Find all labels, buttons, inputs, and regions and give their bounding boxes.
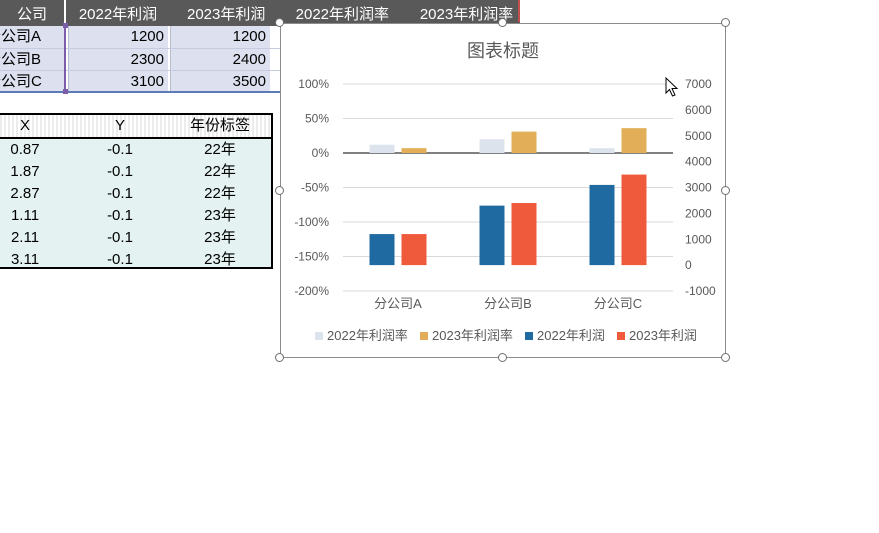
chart-title: 图表标题 — [467, 41, 539, 61]
y-cell[interactable]: -0.1 — [107, 229, 133, 246]
y-right-tick-label: 1000 — [685, 232, 712, 246]
y-cell[interactable]: -0.1 — [107, 185, 133, 202]
header-cell-2022-margin[interactable]: 2022年利润率 — [295, 6, 390, 23]
bar-2022年利润率-分公司C — [589, 148, 615, 153]
year-label-cell[interactable]: 23年 — [204, 207, 236, 224]
y-left-tick-label: 0% — [312, 146, 330, 160]
y-right-tick-label: 7000 — [685, 77, 712, 91]
y-right-tick-label: 2000 — [685, 206, 712, 220]
header-cell-company[interactable]: 公司 — [0, 0, 64, 26]
y-left-tick-label: -200% — [294, 284, 329, 298]
header-y[interactable]: Y — [114, 117, 125, 134]
legend-label: 2022年利润率 — [327, 328, 408, 343]
selection-border-left — [64, 25, 66, 91]
y-right-tick-label: 6000 — [685, 103, 712, 117]
bar-2022年利润率-分公司A — [369, 144, 395, 153]
bar-2023年利润-分公司C — [621, 174, 647, 266]
bar-2023年利润率-分公司C — [621, 128, 647, 153]
resize-handle-left[interactable] — [275, 186, 284, 195]
x-cell[interactable]: 1.11 — [10, 207, 40, 224]
bar-2023年利润率-分公司A — [401, 148, 427, 153]
chart-object[interactable]: 图表标题 100% 50% 0% -50% -100% -150% -200% 7000 6000… — [280, 23, 726, 358]
selection-handle[interactable] — [63, 23, 68, 28]
helper-table: X Y 年份标签 0.87 -0.1 22年 1.87 -0.1 22年 2.8… — [0, 113, 273, 269]
profit-2022-cell[interactable]: 2300 — [68, 49, 168, 71]
y-left-tick-label: -100% — [294, 215, 329, 229]
header-row-columns[interactable]: 2022年利润 2023年利润 2022年利润率 2023年利润率 — [66, 0, 520, 26]
profit-2023-cell[interactable]: 1200 — [170, 26, 270, 48]
helper-table-header: X Y 年份标签 — [0, 115, 271, 139]
company-cell[interactable]: 分公司B — [0, 49, 64, 71]
header-year-label[interactable]: 年份标签 — [189, 117, 250, 134]
year-label-cell[interactable]: 23年 — [204, 251, 236, 268]
y-right-tick-label: 3000 — [685, 181, 712, 195]
year-label-cell[interactable]: 22年 — [204, 141, 236, 158]
x-cell[interactable]: 2.87 — [10, 185, 40, 202]
legend-label: 2023年利润 — [629, 328, 697, 343]
y-left-tick-label: -50% — [301, 181, 329, 195]
profit-2022-cell[interactable]: 1200 — [68, 26, 168, 48]
year-label-cell[interactable]: 23年 — [204, 229, 236, 246]
profit-2022-cell[interactable]: 3100 — [68, 71, 168, 93]
x-cell[interactable]: 3.11 — [10, 251, 40, 268]
y-cell[interactable]: -0.1 — [107, 251, 133, 268]
bar-2023年利润-分公司A — [401, 234, 427, 266]
bar-2022年利润-分公司C — [589, 184, 615, 266]
resize-handle-top[interactable] — [498, 18, 507, 27]
company-cell[interactable]: 分公司C — [0, 71, 64, 93]
x-cell[interactable]: 0.87 — [10, 141, 40, 158]
x-tick-label: 分公司A — [374, 296, 422, 311]
y-left-tick-label: -150% — [294, 250, 329, 264]
resize-handle-bottom[interactable] — [498, 353, 507, 362]
profit-2023-cell[interactable]: 2400 — [170, 49, 270, 71]
chart-canvas: 图表标题 100% 50% 0% -50% -100% -150% -200% 7000 6000… — [294, 41, 716, 343]
legend-swatch — [315, 332, 323, 340]
mouse-cursor-icon — [665, 77, 679, 97]
y-cell[interactable]: -0.1 — [107, 163, 133, 180]
legend-swatch — [617, 332, 625, 340]
legend-label: 2022年利润 — [537, 328, 605, 343]
company-cell[interactable]: 分公司A — [0, 26, 64, 48]
y-cell[interactable]: -0.1 — [107, 207, 133, 224]
resize-handle-bottom-left[interactable] — [275, 353, 284, 362]
resize-handle-top-left[interactable] — [275, 18, 284, 27]
resize-handle-bottom-right[interactable] — [721, 353, 730, 362]
bar-2022年利润-分公司B — [479, 205, 505, 266]
bar-2022年利润-分公司A — [369, 234, 395, 266]
legend-swatch — [420, 332, 428, 340]
x-cell[interactable]: 1.87 — [10, 163, 40, 180]
y-right-tick-label: 5000 — [685, 129, 712, 143]
y-cell[interactable]: -0.1 — [107, 141, 133, 158]
selection-handle[interactable] — [63, 89, 68, 94]
header-x[interactable]: X — [19, 117, 30, 134]
x-cell[interactable]: 2.11 — [10, 229, 40, 246]
year-label-cell[interactable]: 22年 — [204, 185, 236, 202]
row-divider — [0, 70, 282, 71]
y-right-tick-label: 4000 — [685, 155, 712, 169]
header-cell-2023-profit[interactable]: 2023年利润 — [186, 6, 266, 23]
row-divider — [0, 48, 282, 49]
y-right-tick-label: 0 — [685, 258, 692, 272]
selection-range-border — [518, 0, 520, 22]
bar-2023年利润率-分公司B — [511, 131, 537, 153]
x-tick-label: 分公司C — [594, 296, 642, 311]
profit-2023-cell[interactable]: 3500 — [170, 71, 270, 93]
selection-border-bottom — [0, 91, 282, 93]
bar-2022年利润率-分公司B — [479, 139, 505, 153]
legend-swatch — [525, 332, 533, 340]
y-right-tick-label: -1000 — [685, 284, 716, 298]
resize-handle-top-right[interactable] — [721, 18, 730, 27]
y-left-tick-label: 50% — [305, 112, 329, 126]
header-cell-2023-margin[interactable]: 2023年利润率 — [419, 6, 514, 23]
legend-label: 2023年利润率 — [432, 328, 513, 343]
bar-2023年利润-分公司B — [511, 203, 537, 266]
y-left-tick-label: 100% — [298, 77, 329, 91]
x-tick-label: 分公司B — [484, 296, 532, 311]
header-cell-2022-profit[interactable]: 2022年利润 — [78, 6, 158, 23]
resize-handle-right[interactable] — [721, 186, 730, 195]
year-label-cell[interactable]: 22年 — [204, 163, 236, 180]
